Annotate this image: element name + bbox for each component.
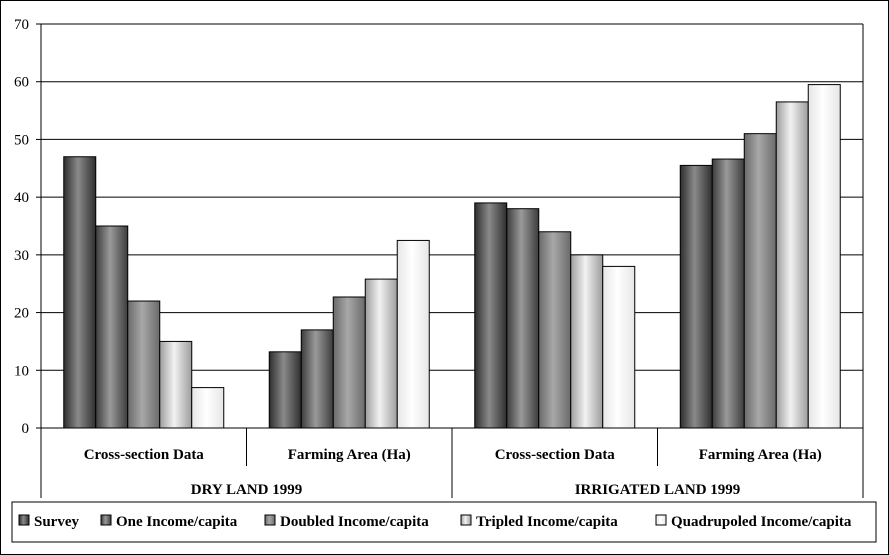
legend-swatch: [460, 514, 472, 526]
y-tick-label: 30: [14, 248, 29, 264]
category-label: Farming Area (Ha): [699, 447, 822, 463]
legend-label: Quadrupoled Income/capita: [671, 514, 852, 530]
category-label: Farming Area (Ha): [288, 447, 411, 463]
bar-doubled-income-capita: [743, 133, 777, 429]
legend-label: One Income/capita: [116, 514, 238, 530]
y-tick-label: 60: [14, 75, 29, 91]
legend-swatch: [18, 514, 30, 526]
bar-one-income-capita: [300, 329, 334, 429]
bar-doubled-income-capita: [332, 296, 366, 429]
bar-quadrupoled-income-capita: [602, 265, 636, 429]
bar-tripled-income-capita: [775, 101, 809, 429]
x-axis: Cross-section Data Farming Area (Ha) Cross…: [40, 427, 864, 498]
y-tick-label: 70: [14, 17, 29, 33]
y-tick-label: 50: [14, 132, 29, 148]
bar-survey: [474, 202, 508, 429]
bar-survey: [268, 351, 302, 429]
legend-label: Doubled Income/capita: [280, 514, 429, 530]
y-tick-label: 0: [22, 421, 30, 437]
bar-quadrupoled-income-capita: [191, 387, 225, 429]
group-label: IRRIGATED LAND 1999: [575, 482, 741, 498]
bar-tripled-income-capita: [159, 340, 193, 429]
legend-swatch: [100, 514, 112, 526]
legend-swatch: [264, 514, 276, 526]
legend-label: Survey: [34, 514, 80, 530]
bar-doubled-income-capita: [538, 231, 572, 429]
bars: [63, 84, 841, 429]
legend-label: Tripled Income/capita: [476, 514, 618, 530]
y-tick-label: 20: [14, 306, 29, 322]
bar-tripled-income-capita: [364, 278, 398, 429]
group-label: DRY LAND 1999: [191, 482, 302, 498]
y-tick-label: 40: [14, 190, 29, 206]
bar-survey: [679, 164, 713, 429]
bar-quadrupoled-income-capita: [396, 239, 430, 429]
legend-swatch: [655, 514, 667, 526]
bar-tripled-income-capita: [570, 254, 604, 429]
bar-survey: [63, 156, 97, 429]
bar-one-income-capita: [506, 208, 540, 429]
bar-one-income-capita: [711, 158, 745, 429]
category-label: Cross-section Data: [495, 447, 616, 463]
bar-doubled-income-capita: [127, 300, 161, 429]
bar-one-income-capita: [95, 225, 129, 429]
category-label: Cross-section Data: [84, 447, 205, 463]
y-tick-label: 10: [14, 363, 29, 379]
y-axis: 0 10 20 30 40 50 60 70: [14, 17, 864, 437]
legend-box: [11, 501, 877, 543]
legend: Survey One Income/capita Doubled Income/ca…: [11, 501, 877, 543]
bar-quadrupoled-income-capita: [807, 84, 841, 429]
